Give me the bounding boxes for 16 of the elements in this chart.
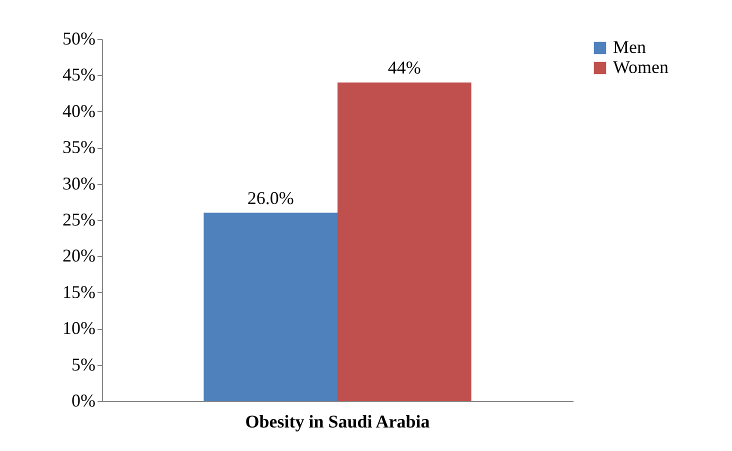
x-tick-label: Obesity in Saudi Arabia [245,412,430,432]
y-tick-label: 50% [62,28,96,48]
y-tick-label: 25% [62,210,96,230]
data-label: 44% [388,57,421,78]
y-tick-label: 35% [62,137,96,158]
y-tick-label: 20% [62,246,96,266]
y-tick-label: 40% [62,100,96,121]
y-tick-label: 10% [62,318,96,338]
data-label: 26.0% [247,188,294,208]
y-tick-label: 15% [62,282,96,302]
legend-label: Women [613,57,669,77]
y-tick-label: 5% [72,354,96,374]
y-tick-label: 45% [62,64,96,85]
y-tick-label: 0% [72,390,96,410]
legend-label: Men [613,37,646,57]
y-tick-label: 30% [62,173,96,194]
